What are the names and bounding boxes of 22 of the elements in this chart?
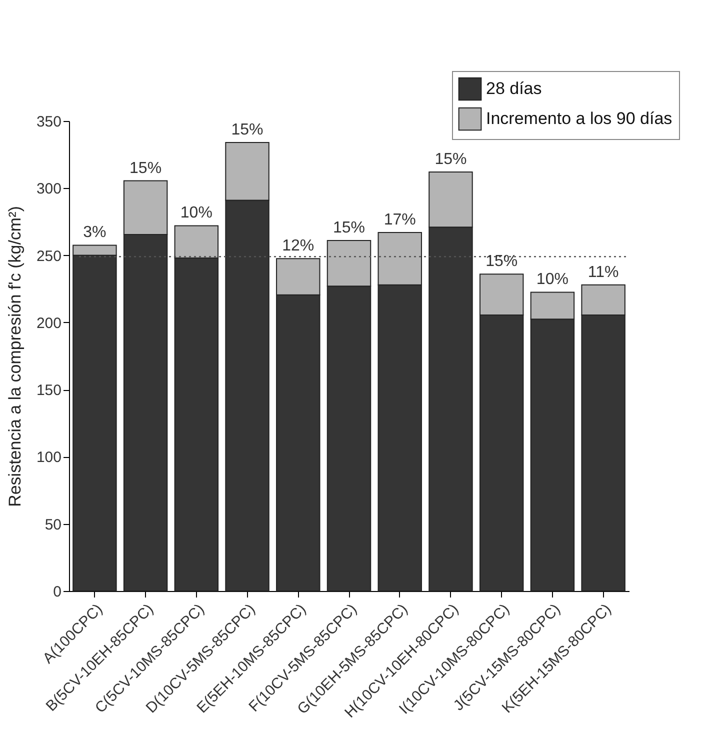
annotation: 10%: [180, 204, 212, 222]
y-tick-label: 250: [36, 248, 62, 265]
annotation: 12%: [282, 238, 314, 255]
y-tick-label: 50: [44, 516, 62, 534]
y-tick-label: 300: [36, 180, 62, 198]
y-tick-label: 200: [36, 314, 62, 332]
legend-label: 28 días: [486, 79, 542, 98]
y-tick-label: 150: [36, 382, 62, 400]
annotation: 15%: [434, 151, 467, 168]
y-tick-label: 100: [36, 449, 62, 466]
annotation: 11%: [588, 264, 619, 281]
y-tick-label: 350: [36, 114, 62, 130]
annotation: 17%: [384, 211, 416, 228]
y-tick-label: 0: [53, 584, 62, 600]
annotation: 15%: [332, 220, 366, 237]
annotation: 15%: [486, 253, 518, 270]
annotation: 10%: [536, 271, 568, 288]
legend-label: Incremento a los 90 días: [486, 109, 672, 128]
y-axis-title: Resistencia a la compresión f'c (kg/cm²): [5, 206, 24, 507]
annotation: 15%: [231, 121, 264, 138]
annotation: 3%: [83, 224, 106, 242]
annotation: 15%: [130, 160, 162, 177]
